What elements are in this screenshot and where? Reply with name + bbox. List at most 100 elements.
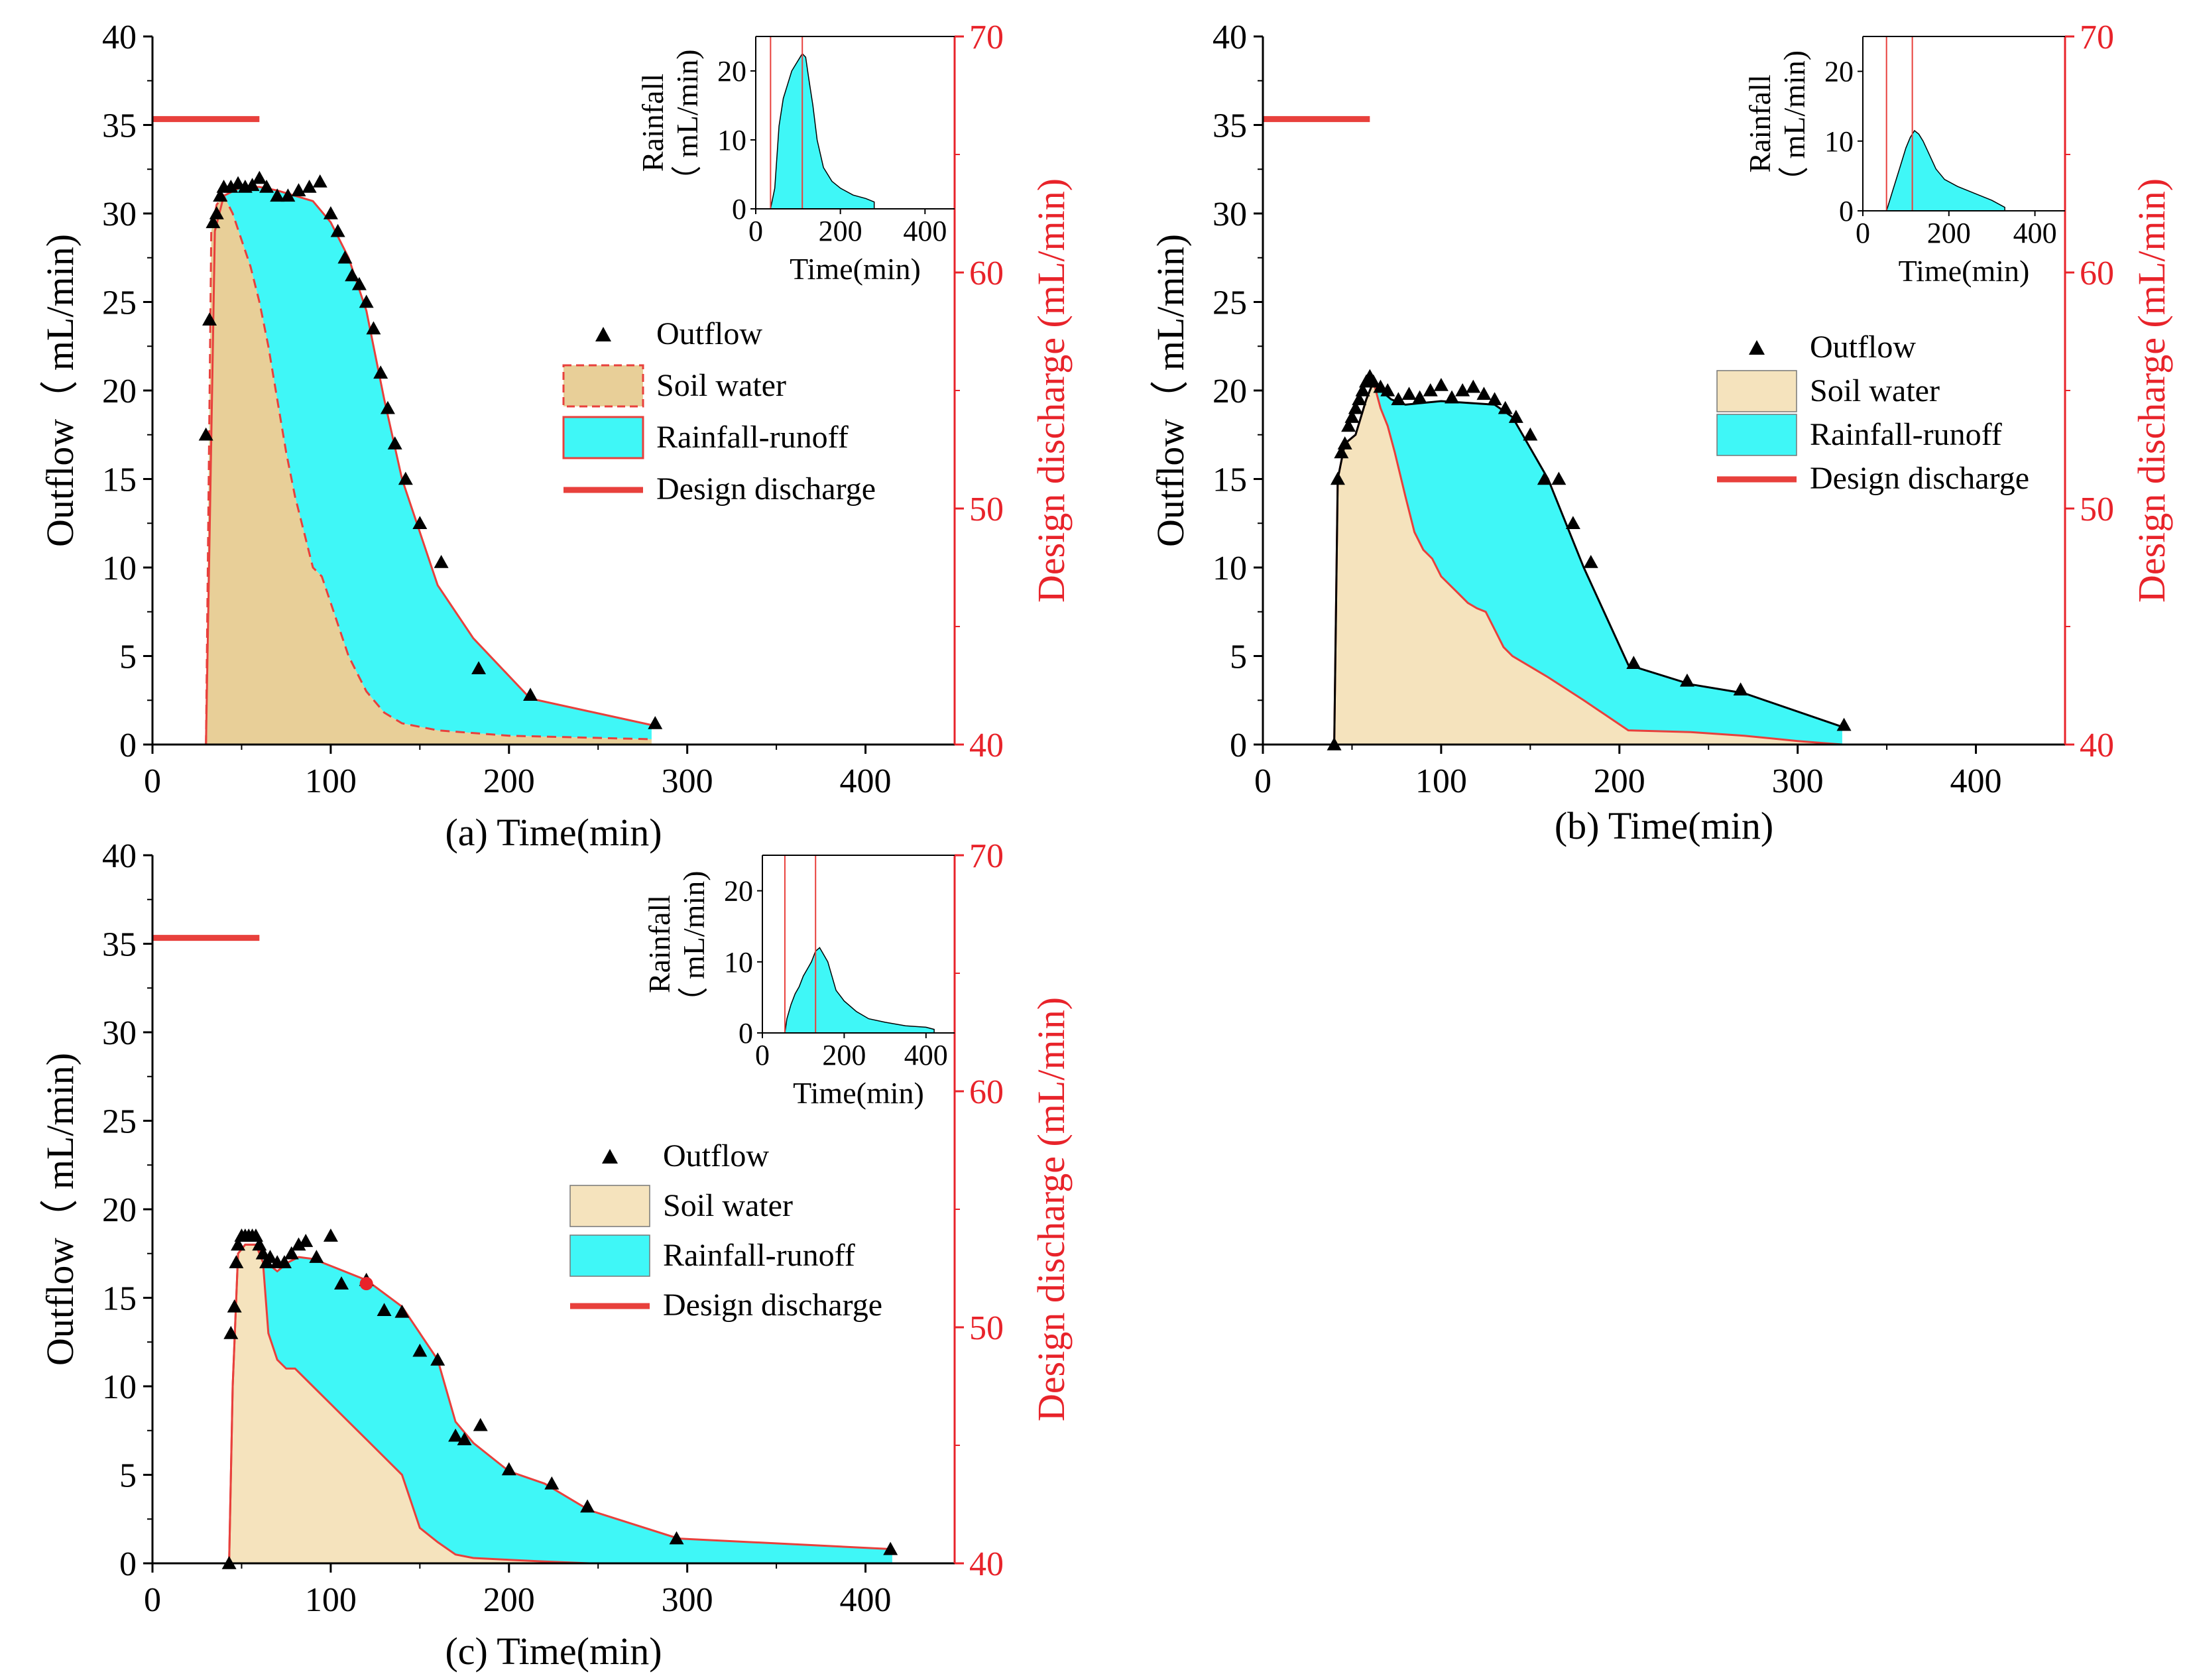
outflow-marker bbox=[373, 365, 388, 379]
outflow-marker bbox=[276, 1255, 292, 1268]
y-tick-label: 25 bbox=[102, 284, 137, 322]
legend-rain-swatch bbox=[569, 1234, 650, 1277]
outflow-marker bbox=[1380, 383, 1395, 396]
outflow-marker bbox=[284, 1246, 299, 1260]
y-tick-label: 10 bbox=[102, 550, 137, 587]
outflow-marker bbox=[263, 1250, 278, 1263]
x-tick-label: 100 bbox=[305, 1581, 357, 1619]
inset-x-tick-label: 200 bbox=[1927, 217, 1971, 249]
outflow-marker bbox=[337, 250, 353, 264]
outflow-marker bbox=[1391, 392, 1406, 406]
y-axis-label: Outflow（ mL/min) bbox=[1149, 234, 1192, 547]
soil-water-area bbox=[1334, 381, 1842, 745]
outflow-marker bbox=[252, 170, 267, 184]
legend-rain-swatch bbox=[562, 416, 644, 459]
y-tick-label: 5 bbox=[1230, 638, 1247, 676]
legend-design-label: Design discharge bbox=[663, 1288, 882, 1323]
y-tick-label: 40 bbox=[102, 837, 137, 875]
y-tick-label: 35 bbox=[102, 107, 137, 145]
rainfall-runoff-area bbox=[229, 1244, 892, 1563]
legend-rain-swatch bbox=[1716, 414, 1797, 456]
x-tick-label: 0 bbox=[1254, 762, 1272, 800]
inset-x-label: Time(min) bbox=[790, 252, 921, 286]
y-tick-label: 0 bbox=[119, 727, 137, 764]
outflow-marker bbox=[323, 206, 338, 219]
total-outflow-line bbox=[228, 1243, 892, 1564]
x-tick-label: 0 bbox=[144, 1581, 161, 1619]
outflow-marker bbox=[334, 1276, 349, 1290]
legend-outflow-label: Outflow bbox=[1810, 330, 1916, 365]
outflow-marker bbox=[544, 1476, 560, 1490]
inset-rainfall-area bbox=[1885, 129, 2005, 211]
legend-outflow-marker bbox=[595, 327, 611, 341]
x-tick-label: 300 bbox=[662, 1581, 713, 1619]
inset-x-tick-label: 400 bbox=[2013, 217, 2057, 249]
y2-tick-label: 40 bbox=[969, 727, 1004, 764]
y-tick-label: 0 bbox=[1230, 727, 1247, 764]
x-tick-label: 200 bbox=[483, 762, 535, 800]
legend: Outflow Soil water Rainfall-runoff Design d… bbox=[569, 1138, 882, 1323]
outflow-marker bbox=[1565, 516, 1580, 530]
legend-soil-swatch bbox=[1716, 370, 1797, 412]
outflow-marker bbox=[1733, 682, 1748, 696]
outflow-marker bbox=[1355, 383, 1370, 396]
legend-rain-label: Rainfall-runoff bbox=[1810, 417, 2002, 452]
outflow-marker bbox=[1836, 717, 1852, 731]
outflow-marker bbox=[1352, 392, 1367, 406]
y2-tick-label: 50 bbox=[969, 1309, 1004, 1347]
outflow-marker bbox=[377, 1303, 392, 1316]
legend-rain-label: Rainfall-runoff bbox=[656, 420, 849, 455]
inset-rainfall-area bbox=[784, 947, 935, 1034]
outflow-marker bbox=[345, 268, 360, 282]
y-tick-label: 40 bbox=[102, 19, 137, 56]
x-tick-label: 100 bbox=[1415, 762, 1467, 800]
x-tick-label: 400 bbox=[1950, 762, 2002, 800]
outflow-marker bbox=[1583, 554, 1598, 568]
outflow-marker bbox=[223, 1325, 239, 1339]
outflow-marker bbox=[291, 183, 306, 197]
outflow-marker bbox=[1337, 436, 1352, 450]
y-tick-label: 5 bbox=[119, 1457, 137, 1495]
legend-soil-label: Soil water bbox=[663, 1188, 793, 1223]
outflow-marker bbox=[523, 688, 538, 701]
y-tick-label: 10 bbox=[102, 1368, 137, 1406]
outflow-marker bbox=[457, 1432, 472, 1445]
soil-water-area bbox=[206, 196, 652, 745]
rainfall-runoff-area bbox=[206, 187, 652, 745]
inset-y-tick-label: 10 bbox=[724, 946, 753, 979]
legend-soil-swatch bbox=[562, 364, 644, 408]
y2-tick-label: 50 bbox=[969, 491, 1004, 528]
x-tick-label: 100 bbox=[305, 762, 357, 800]
outflow-marker bbox=[1537, 471, 1552, 485]
y-tick-label: 25 bbox=[1213, 284, 1247, 322]
inset-x-label: Time(min) bbox=[1899, 254, 2030, 288]
outflow-marker bbox=[1344, 410, 1360, 423]
outflow-marker bbox=[280, 188, 296, 202]
outflow-marker bbox=[394, 1304, 410, 1318]
legend-outflow-label: Outflow bbox=[656, 316, 762, 351]
x-tick-label: 400 bbox=[840, 1581, 892, 1619]
inset-x-tick-label: 200 bbox=[819, 215, 862, 247]
y-tick-label: 15 bbox=[1213, 461, 1247, 499]
outflow-marker bbox=[231, 1237, 246, 1251]
y-tick-label: 0 bbox=[119, 1545, 137, 1583]
inset-y-tick-label: 20 bbox=[717, 55, 746, 88]
outflow-marker bbox=[1455, 383, 1470, 396]
outflow-marker bbox=[245, 178, 260, 192]
y-tick-label: 35 bbox=[102, 926, 137, 964]
outflow-marker bbox=[359, 294, 374, 308]
outflow-marker bbox=[213, 188, 228, 202]
outflow-marker bbox=[580, 1499, 595, 1513]
y2-tick-label: 60 bbox=[2080, 255, 2114, 292]
legend-soil-swatch bbox=[569, 1185, 650, 1227]
outflow-marker bbox=[227, 1299, 242, 1313]
legend-soil-label: Soil water bbox=[1810, 373, 1940, 408]
outflow-marker bbox=[471, 661, 487, 674]
inset-y-tick-label: 20 bbox=[724, 875, 753, 908]
legend: Outflow Soil water Rainfall-runoff Design d… bbox=[1716, 330, 2029, 496]
